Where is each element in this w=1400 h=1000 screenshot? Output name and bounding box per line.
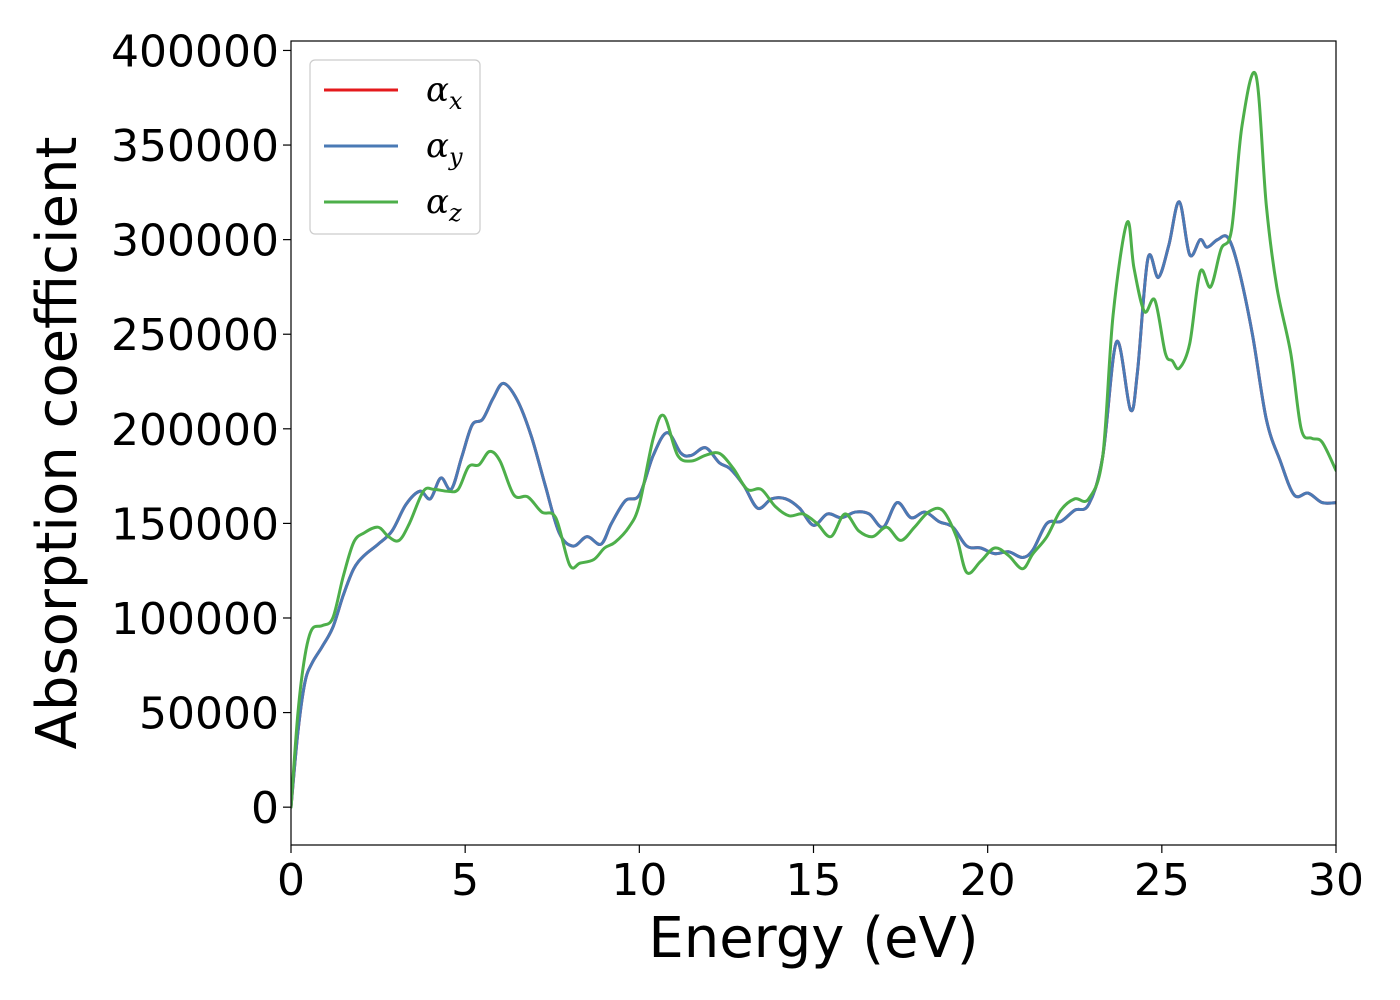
x-tick-label: 10 <box>611 855 667 906</box>
y-tick-label: 400000 <box>111 26 279 77</box>
x-tick-label: 20 <box>960 855 1016 906</box>
y-tick-label: 350000 <box>111 121 279 172</box>
y-tick-label: 50000 <box>139 689 279 740</box>
legend-label-x: αx <box>426 70 463 115</box>
legend-label-y: αy <box>426 126 463 171</box>
series-line-y <box>291 200 1336 809</box>
legend-label-z: αz <box>426 182 462 227</box>
x-tick-label: 30 <box>1308 855 1364 906</box>
x-tick-label: 25 <box>1134 855 1190 906</box>
x-tick-label: 5 <box>451 855 479 906</box>
y-tick-label: 100000 <box>111 594 279 645</box>
x-tick-label: 15 <box>786 855 842 906</box>
y-tick-label: 0 <box>251 783 279 834</box>
x-tick-label: 0 <box>277 855 305 906</box>
series-line-z <box>291 70 1336 809</box>
y-tick-label: 300000 <box>111 216 279 267</box>
legend: αx αy αz <box>309 59 481 235</box>
x-axis-title: Energy (eV) <box>648 906 978 971</box>
y-tick-label: 200000 <box>111 405 279 456</box>
y-axis: 0 50000 100000 150000 200000 250000 300000 3500… <box>111 26 291 834</box>
y-tick-label: 250000 <box>111 310 279 361</box>
series-line-x <box>291 200 1336 809</box>
x-axis: 0 5 10 15 20 25 30 <box>277 845 1364 906</box>
y-tick-label: 150000 <box>111 499 279 550</box>
series-layer <box>291 70 1336 809</box>
y-axis-title: Absorption coefficient <box>25 137 90 750</box>
